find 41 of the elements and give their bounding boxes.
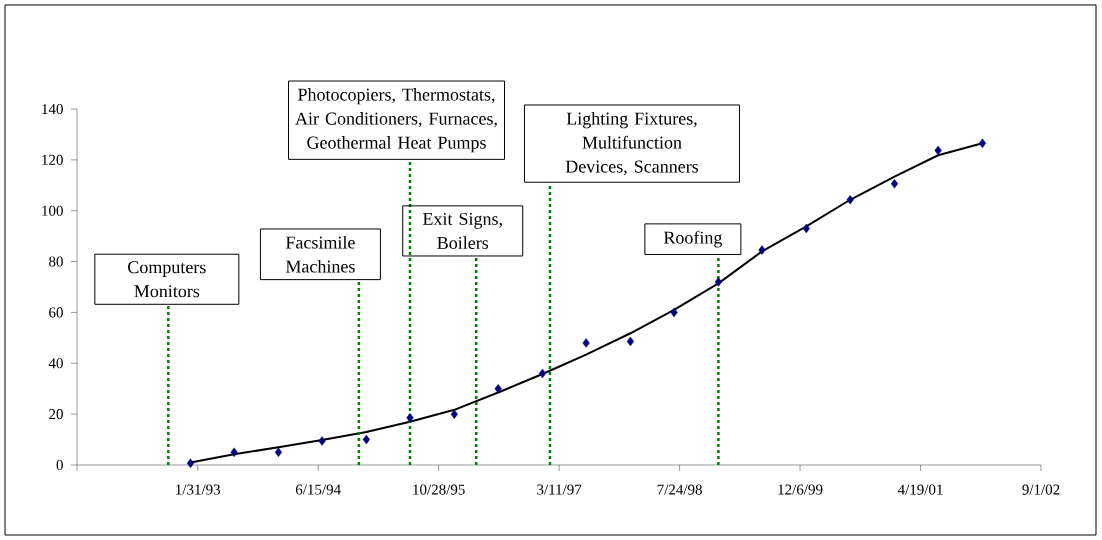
- x-tick-label: 7/24/98: [657, 484, 702, 495]
- ref-line-label: Facsimile Machines: [285, 235, 355, 273]
- point: [274, 447, 283, 457]
- point: [450, 409, 458, 419]
- point: [714, 277, 722, 287]
- point: [890, 179, 899, 189]
- point: [186, 458, 195, 468]
- point: [802, 223, 810, 234]
- y-tick-label: 20: [49, 409, 63, 420]
- x-tick-label: 3/11/97: [537, 484, 582, 495]
- point: [230, 447, 238, 457]
- y-tick-label: 40: [48, 358, 63, 369]
- point: [582, 338, 590, 348]
- point: [846, 195, 854, 205]
- ref-line-label: Lighting Fixtures, Multifunction Devices, Scanners: [565, 111, 699, 176]
- point: [626, 336, 635, 347]
- point: [670, 307, 678, 318]
- point: [494, 384, 502, 394]
- y-tick-label: 140: [42, 103, 63, 115]
- y-tick-label: 120: [42, 154, 63, 165]
- point: [758, 245, 766, 255]
- y-tick-label: 100: [42, 205, 63, 216]
- point: [978, 138, 987, 149]
- ref-line-label: Roofing: [663, 230, 723, 248]
- point: [362, 434, 370, 445]
- x-tick-label: 1/31/93: [176, 484, 221, 495]
- ref-line-label: Photocopiers, Thermostats, Air Conditioners, Furnaces, Geothermal Heat Pumps: [295, 88, 497, 153]
- y-tick-label: 0: [56, 459, 63, 471]
- ref-line-label: Exit Signs, Boilers: [423, 212, 502, 249]
- x-tick-label: 9/1/02: [1022, 484, 1060, 495]
- x-tick-label: 6/15/94: [295, 484, 341, 495]
- x-tick-label: 12/6/99: [778, 484, 823, 495]
- point: [538, 368, 547, 379]
- y-tick-label: 60: [49, 307, 63, 318]
- point: [406, 412, 414, 423]
- point: [318, 436, 326, 446]
- x-tick-label: 4/19/01: [897, 484, 943, 495]
- ref-line-label: Computers Monitors: [128, 261, 206, 298]
- y-tick-label: 80: [49, 256, 63, 267]
- point: [934, 145, 942, 156]
- x-tick-label: 10/28/95: [413, 484, 465, 495]
